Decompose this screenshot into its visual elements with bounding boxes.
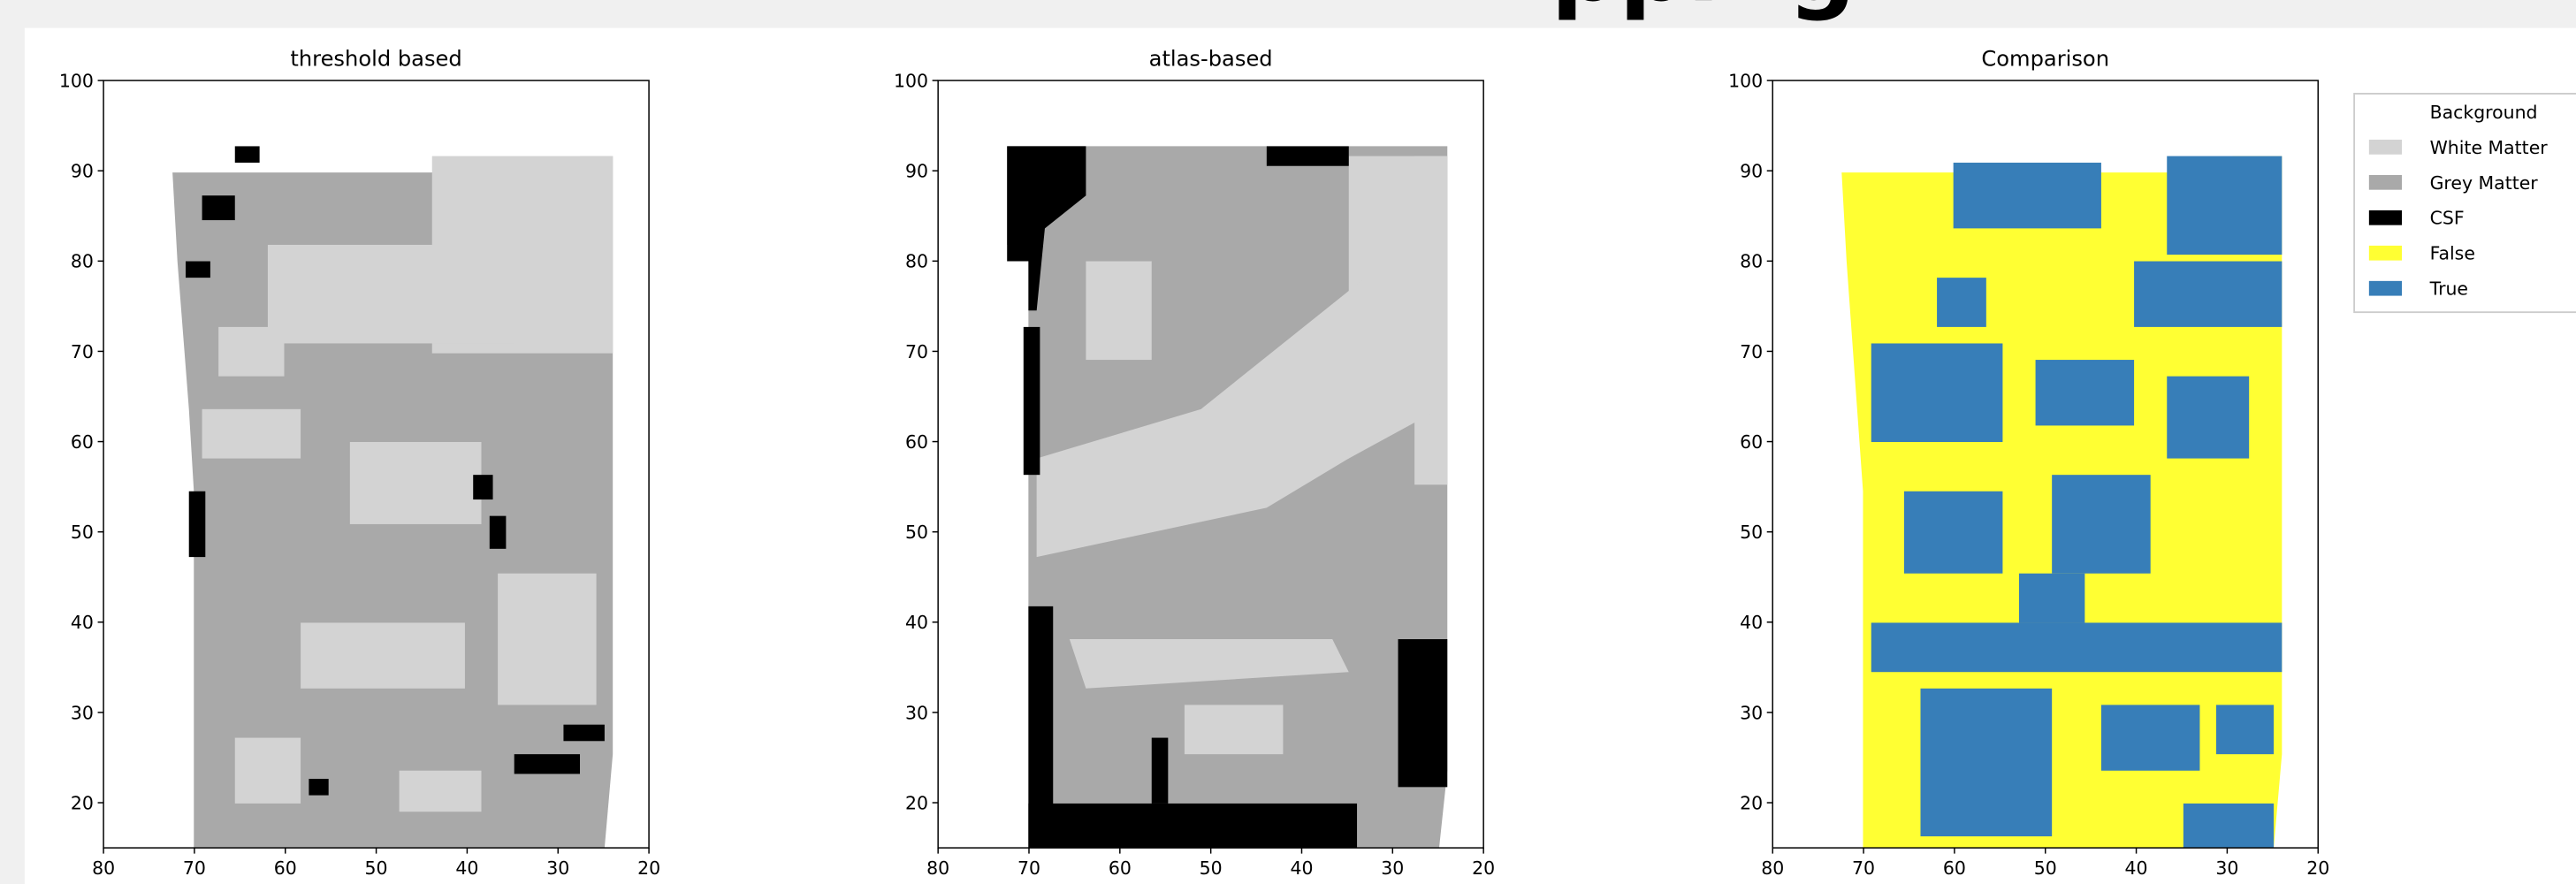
y-tick-label: 30 — [71, 702, 94, 723]
y-tick-label: 90 — [71, 161, 94, 182]
legend-label: True — [2429, 278, 2468, 300]
x-tick-label: 40 — [455, 857, 478, 879]
y-tick-label: 60 — [1740, 431, 1763, 453]
y-tick-label: 80 — [905, 251, 928, 272]
y-tick-label: 40 — [1740, 612, 1763, 633]
y-tick-label: 80 — [71, 251, 94, 272]
legend-label: Grey Matter — [2430, 172, 2539, 194]
y-tick-label: 30 — [905, 702, 928, 723]
image-comparison — [1841, 156, 2283, 849]
y-tick-label: 20 — [905, 792, 928, 813]
y-tick-label: 90 — [1740, 161, 1763, 182]
legend-box — [2353, 93, 2576, 314]
x-tick-label: 70 — [183, 857, 206, 879]
x-tick-label: 30 — [546, 857, 569, 879]
y-tick-label: 60 — [905, 431, 928, 453]
x-tick-label: 50 — [1200, 857, 1223, 879]
x-tick-label: 80 — [92, 857, 115, 879]
image-atlas — [1007, 146, 1448, 849]
x-tick-label: 50 — [2034, 857, 2057, 879]
y-tick-label: 20 — [1740, 792, 1763, 813]
x-tick-label: 40 — [1290, 857, 1313, 879]
y-tick-label: 50 — [905, 522, 928, 543]
legend-swatch — [2368, 174, 2403, 190]
x-tick-label: 30 — [2215, 857, 2238, 879]
legend-swatch — [2368, 280, 2403, 296]
x-tick-label: 50 — [365, 857, 388, 879]
x-tick-label: 20 — [1472, 857, 1495, 879]
y-tick-label: 80 — [1740, 251, 1763, 272]
x-tick-label: 80 — [926, 857, 949, 879]
legend-label: White Matter — [2430, 137, 2549, 158]
legend-label: Background — [2430, 102, 2538, 123]
x-tick-label: 20 — [2306, 857, 2329, 879]
y-tick-label: 90 — [905, 161, 928, 182]
y-tick-label: 20 — [71, 792, 94, 813]
legend-swatch — [2368, 104, 2403, 119]
x-tick-label: 60 — [274, 857, 297, 879]
y-tick-label: 60 — [71, 431, 94, 453]
y-tick-label: 100 — [894, 71, 928, 92]
chart-title: Comparison — [1981, 46, 2109, 71]
legend-swatch — [2368, 210, 2403, 225]
y-tick-label: 40 — [905, 612, 928, 633]
x-tick-label: 60 — [1109, 857, 1132, 879]
legend-label: False — [2430, 243, 2475, 264]
y-tick-label: 50 — [71, 522, 94, 543]
legend-swatch — [2368, 245, 2403, 261]
legend-label: CSF — [2430, 208, 2465, 229]
x-tick-label: 70 — [1852, 857, 1875, 879]
x-tick-label: 20 — [637, 857, 660, 879]
header-text: pping — [1551, 0, 1856, 23]
image-threshold — [172, 146, 614, 849]
y-tick-label: 70 — [905, 341, 928, 362]
y-tick-label: 30 — [1740, 702, 1763, 723]
chart-title: threshold based — [290, 46, 461, 71]
y-tick-label: 70 — [1740, 341, 1763, 362]
x-tick-label: 70 — [1017, 857, 1040, 879]
y-tick-label: 100 — [59, 71, 94, 92]
legend-swatch — [2368, 139, 2403, 155]
y-tick-label: 50 — [1740, 522, 1763, 543]
chart-title: atlas-based — [1149, 46, 1273, 71]
x-tick-label: 30 — [1381, 857, 1404, 879]
y-tick-label: 40 — [71, 612, 94, 633]
x-tick-label: 40 — [2125, 857, 2148, 879]
y-tick-label: 70 — [71, 341, 94, 362]
y-tick-label: 100 — [1728, 71, 1763, 92]
x-tick-label: 60 — [1943, 857, 1966, 879]
x-tick-label: 80 — [1761, 857, 1784, 879]
